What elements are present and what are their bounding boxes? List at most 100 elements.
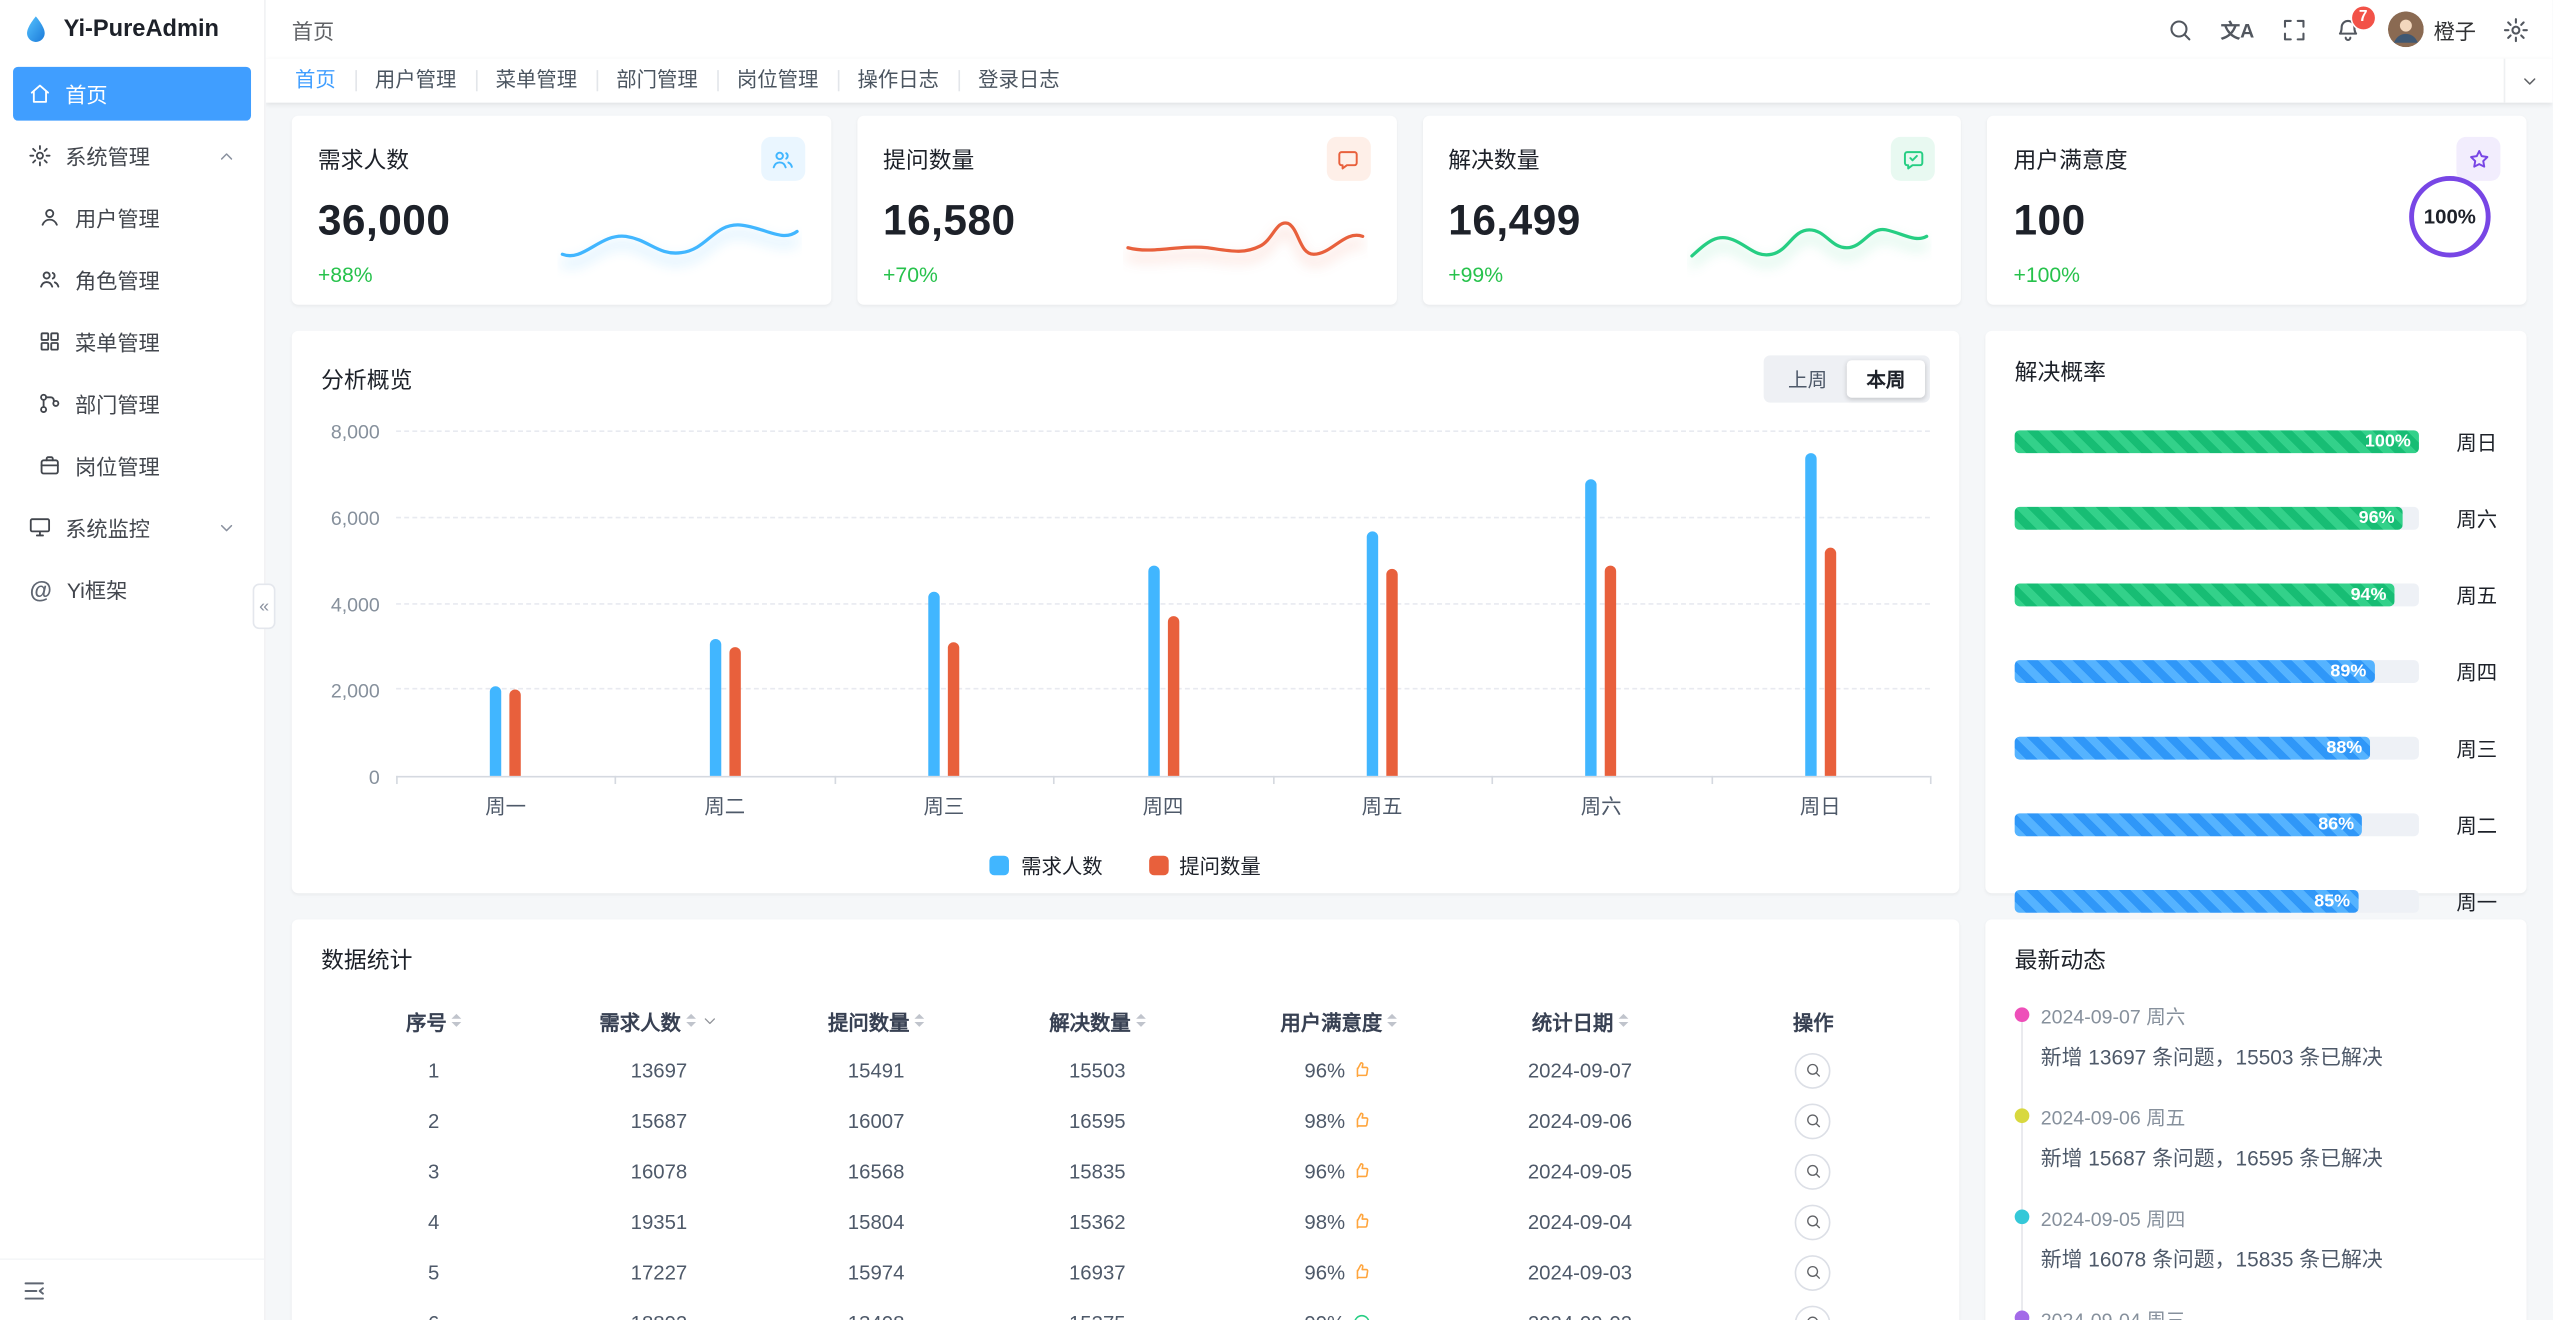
toggle-option[interactable]: 上周 <box>1768 360 1846 397</box>
day-label: 周五 <box>2456 585 2498 608</box>
sort-icon[interactable] <box>1135 1013 1146 1027</box>
solve-rate-row: 96% 周六 <box>2014 502 2497 533</box>
stat-cards: 需求人数 36,000 +88% 提问数量 <box>291 115 2527 305</box>
sidebar-collapse-handle[interactable]: « <box>252 583 276 630</box>
sidebar-subitem-user[interactable]: 用户管理 <box>13 191 251 245</box>
home-icon <box>30 84 50 103</box>
table-row: 3 16078 16568 15835 96% 2024-09-05 <box>321 1146 1930 1197</box>
column-header[interactable]: 统计日期 <box>1463 1005 1696 1036</box>
progress-track: 94% <box>2014 582 2419 606</box>
tab-options-chevron-icon[interactable] <box>2503 58 2553 103</box>
tab-item[interactable]: 操作日志 <box>837 59 959 103</box>
view-row-button[interactable] <box>1795 1102 1832 1139</box>
column-header[interactable]: 用户满意度 <box>1214 1005 1463 1036</box>
filter-chevron-icon[interactable] <box>701 1011 719 1029</box>
column-header[interactable]: 解决数量 <box>981 1005 1214 1036</box>
bar[interactable] <box>709 638 721 776</box>
fullscreen-icon[interactable] <box>2280 15 2308 43</box>
legend-item[interactable]: 提问数量 <box>1148 849 1261 880</box>
sort-icon[interactable] <box>451 1013 462 1027</box>
bar[interactable] <box>928 591 940 776</box>
bar[interactable] <box>490 685 502 776</box>
view-row-button[interactable] <box>1795 1052 1832 1089</box>
tab-item[interactable]: 用户管理 <box>355 59 476 103</box>
tab-list: 首页 用户管理 菜单管理 部门管理 岗位管理 操作日志 登录日志 <box>275 59 1079 103</box>
sidebar-item-label: 用户管理 <box>74 207 160 232</box>
bar[interactable] <box>1824 548 1836 776</box>
sidebar-subitem-role[interactable]: 角色管理 <box>13 253 251 307</box>
settings-gear-icon[interactable] <box>2502 15 2530 43</box>
legend-item[interactable]: 需求人数 <box>990 849 1103 880</box>
bar[interactable] <box>728 646 741 776</box>
translate-icon[interactable]: 文A <box>2220 18 2255 42</box>
cell-index: 1 <box>428 1058 440 1082</box>
search-icon <box>1806 1164 1820 1178</box>
y-axis: 0 2,000 4,000 6,000 8,000 <box>321 421 396 789</box>
view-row-button[interactable] <box>1795 1153 1832 1190</box>
logo[interactable]: Yi-PureAdmin <box>0 0 264 59</box>
bar[interactable] <box>1585 479 1598 776</box>
view-row-button[interactable] <box>1795 1254 1832 1291</box>
bar[interactable] <box>1147 565 1159 776</box>
stat-value: 16,580 <box>883 195 1016 245</box>
cell-solved: 15835 <box>1068 1159 1126 1183</box>
smile-icon <box>1354 1314 1370 1320</box>
bar[interactable] <box>1804 453 1817 776</box>
role-icon <box>40 271 60 288</box>
bar-chart: 0 2,000 4,000 6,000 8,000 <box>321 421 1932 789</box>
sidebar-item-system[interactable]: 系统管理 <box>13 129 251 183</box>
star-icon <box>2456 136 2501 181</box>
sidebar-subitem-post[interactable]: 岗位管理 <box>13 438 251 492</box>
sort-icon[interactable] <box>685 1013 696 1027</box>
cell-satisfaction: 96% <box>1214 1261 1463 1284</box>
cell-index: 5 <box>428 1260 440 1284</box>
tab-item[interactable]: 部门管理 <box>596 59 718 103</box>
cell-date: 2024-09-06 <box>1527 1109 1633 1133</box>
timeline-item: 2024-09-05 周四 新增 16078 条问题，15835 条已解决 <box>2014 1205 2497 1273</box>
tab-item[interactable]: 登录日志 <box>958 59 1080 103</box>
bar[interactable] <box>947 642 960 776</box>
notification-badge: 7 <box>2349 4 2377 31</box>
sort-icon[interactable] <box>914 1013 925 1027</box>
column-header[interactable]: 序号 <box>321 1005 546 1036</box>
cell-date: 2024-09-03 <box>1527 1260 1633 1284</box>
view-row-button[interactable] <box>1795 1203 1832 1240</box>
cell-demand: 15687 <box>630 1109 688 1133</box>
solve-rate-row: 86% 周二 <box>2014 808 2497 839</box>
bar[interactable] <box>509 689 522 776</box>
tab-item[interactable]: 首页 <box>295 68 336 92</box>
progress-label: 88% <box>2326 737 2363 758</box>
analysis-title: 分析概览 <box>321 365 413 393</box>
sidebar-item-monitor[interactable]: 系统监控 <box>13 500 251 554</box>
x-axis-tick <box>615 775 617 785</box>
timeline-text: 新增 13697 条问题，15503 条已解决 <box>2040 1044 2383 1070</box>
day-label: 周四 <box>2456 661 2498 685</box>
sidebar-subitem-menu[interactable]: 菜单管理 <box>13 315 251 369</box>
x-axis-tick <box>1929 775 1932 785</box>
notification-bell-icon[interactable]: 7 <box>2334 4 2377 43</box>
user-menu[interactable]: 橙子 <box>2387 11 2476 48</box>
view-row-button[interactable] <box>1795 1304 1832 1320</box>
toggle-option[interactable]: 本周 <box>1846 360 1926 398</box>
tab-item[interactable]: 岗位管理 <box>717 59 838 103</box>
sidebar-item-framework[interactable]: @ Yi框架 <box>13 562 251 616</box>
bar[interactable] <box>1167 616 1179 776</box>
sidebar-item-home[interactable]: 首页 <box>13 66 252 121</box>
bar-group-周日 <box>1804 432 1836 776</box>
column-header[interactable]: 需求人数 <box>546 1005 771 1036</box>
search-icon[interactable] <box>2167 15 2195 43</box>
column-header[interactable]: 提问数量 <box>772 1005 981 1036</box>
satisfaction-ring: 100% <box>2409 176 2491 258</box>
sidebar-subitem-dept[interactable]: 部门管理 <box>13 377 251 431</box>
bar-plot <box>396 430 1932 785</box>
bar[interactable] <box>1366 530 1379 776</box>
menu-fold-icon[interactable] <box>21 1277 47 1303</box>
stat-delta: +100% <box>2013 262 2081 287</box>
tab-item[interactable]: 菜单管理 <box>476 59 597 103</box>
bar[interactable] <box>1605 565 1617 776</box>
bar[interactable] <box>1386 569 1398 776</box>
sort-icon[interactable] <box>1618 1013 1629 1027</box>
sort-icon[interactable] <box>1387 1013 1397 1027</box>
bar-group-周四 <box>1147 432 1179 776</box>
